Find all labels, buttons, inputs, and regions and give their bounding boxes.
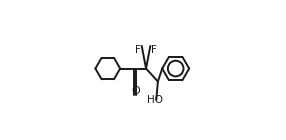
- Text: O: O: [132, 86, 140, 96]
- Text: F: F: [151, 45, 157, 55]
- Text: HO: HO: [147, 95, 163, 105]
- Text: F: F: [135, 45, 141, 55]
